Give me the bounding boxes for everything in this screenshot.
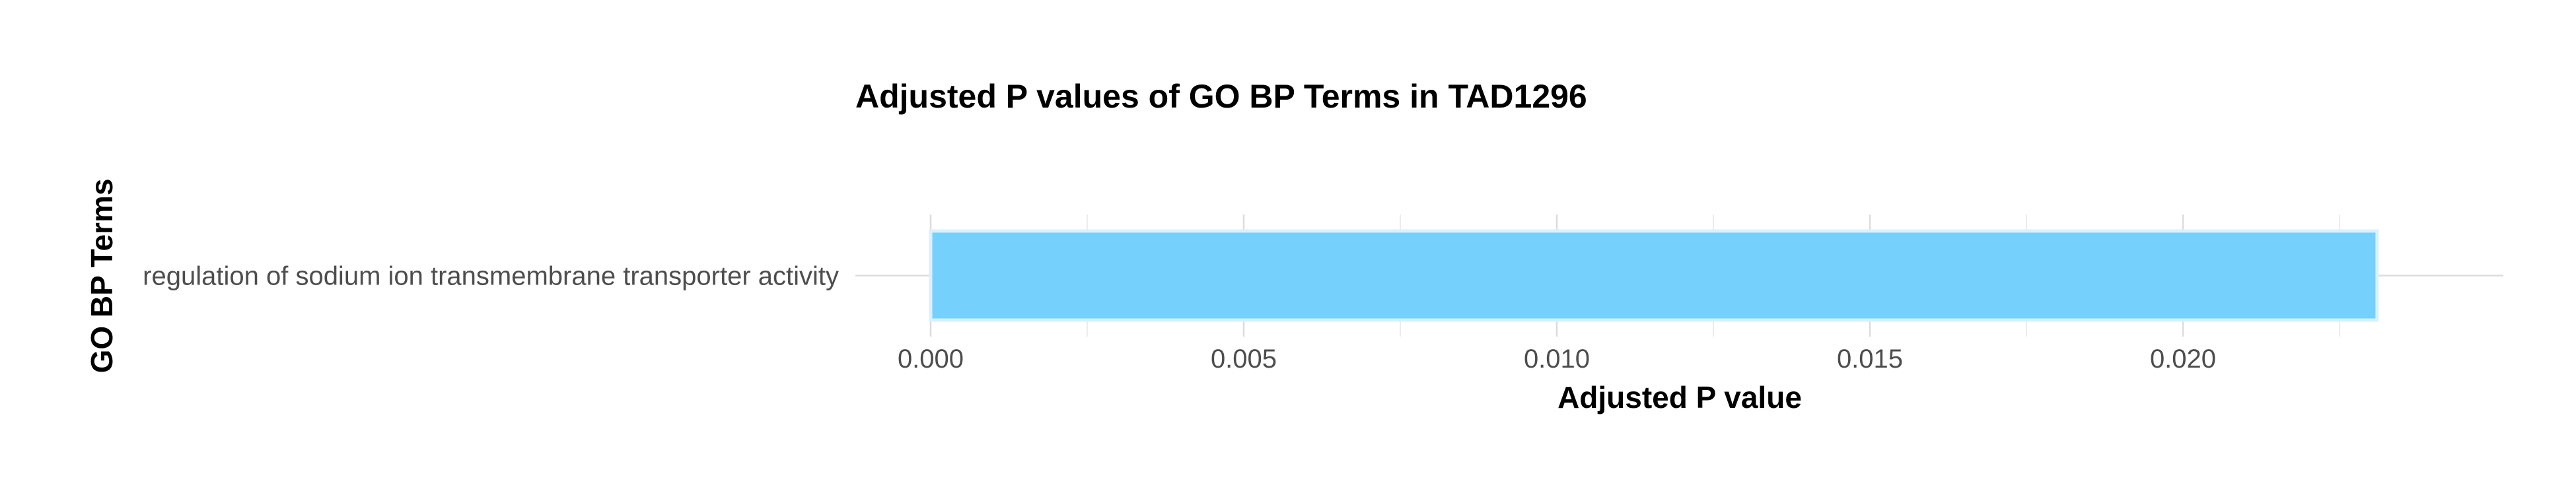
x-axis-title: Adjusted P value [1557,380,1802,414]
x-tick-label: 0.015 [1837,345,1903,374]
y-tick-label: regulation of sodium ion transmembrane t… [143,262,839,291]
x-tick-labels: 0.000 0.005 0.010 0.015 0.020 [898,345,2216,374]
x-tick-label: 0.010 [1524,345,1590,374]
x-tick-label: 0.020 [2150,345,2216,374]
x-tick-label: 0.005 [1211,345,1277,374]
y-tick-labels: regulation of sodium ion transmembrane t… [143,262,839,291]
x-tick-label: 0.000 [898,345,964,374]
y-axis-title: GO BP Terms [85,179,119,374]
bars [929,229,2379,322]
chart-title: Adjusted P values of GO BP Terms in TAD1… [855,78,1587,115]
bar [929,229,2379,322]
